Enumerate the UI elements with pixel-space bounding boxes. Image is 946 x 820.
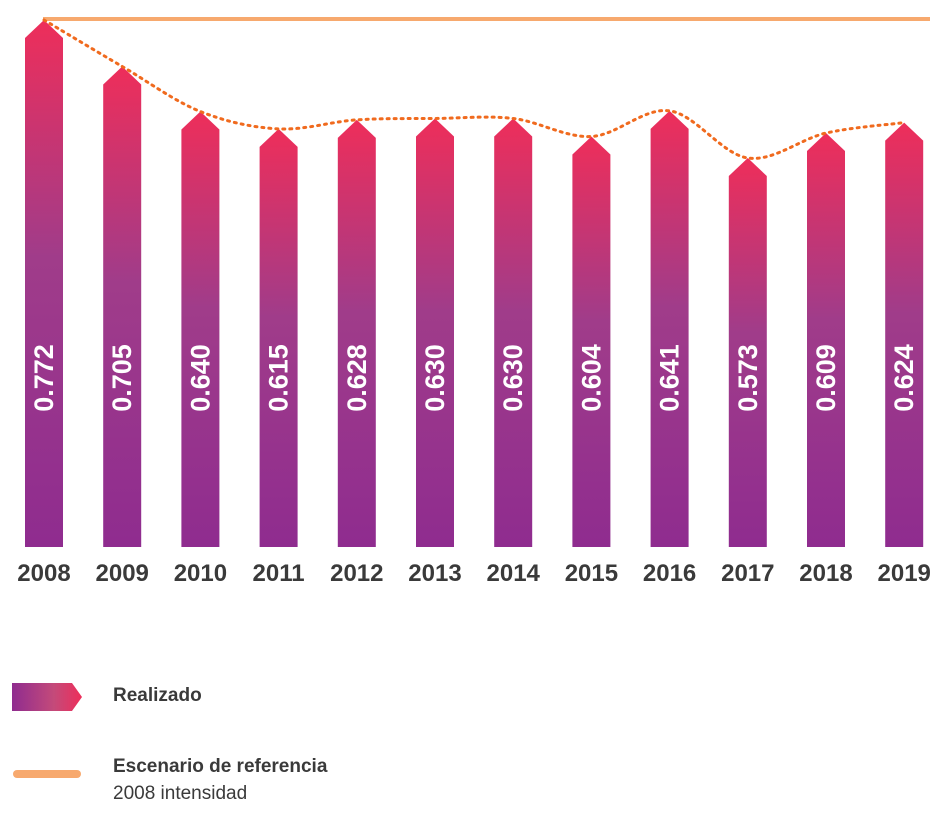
bar-value-label: 0.604	[576, 344, 606, 412]
x-tick-label: 2016	[643, 560, 696, 587]
bar-value-label: 0.628	[342, 344, 372, 412]
bar-value-label: 0.640	[185, 344, 215, 412]
x-tick-label: 2010	[174, 560, 227, 587]
bar-2017	[728, 158, 767, 547]
bar-value-label: 0.630	[498, 344, 528, 412]
bar-2018	[807, 133, 845, 548]
x-tick-label: 2017	[721, 560, 774, 587]
bar-2008	[25, 20, 63, 547]
bar-2016	[650, 110, 689, 547]
x-tick-label: 2009	[96, 560, 149, 587]
bar-value-label: 0.615	[264, 344, 294, 412]
bar-value-label: 0.624	[889, 344, 919, 412]
bar-value-label: 0.573	[733, 344, 763, 412]
bar-2019	[885, 122, 924, 547]
bar-value-label: 0.705	[107, 344, 137, 412]
bar-2015	[572, 136, 611, 548]
x-tick-label: 2018	[799, 560, 852, 587]
bar-2014	[494, 118, 533, 548]
bar-2009	[103, 66, 142, 547]
x-tick-label: 2011	[253, 560, 305, 587]
legend-realized-swatch	[12, 683, 82, 711]
legend-realized-label: Realizado	[113, 685, 202, 706]
x-tick-label: 2008	[17, 560, 70, 587]
x-tick-label: 2012	[330, 560, 383, 587]
x-tick-label: 2015	[565, 560, 618, 587]
bar-2012	[337, 119, 376, 547]
x-tick-label: 2014	[487, 560, 541, 587]
bar-2013	[416, 118, 454, 548]
bar-value-label: 0.772	[29, 344, 59, 412]
trend-line	[42, 18, 906, 160]
x-tick-label: 2019	[878, 560, 931, 587]
bar-2010	[181, 111, 220, 547]
bar-value-label: 0.609	[811, 344, 841, 412]
legend-reference-label: Escenario de referencia	[113, 756, 328, 777]
bar-value-label: 0.641	[655, 344, 685, 412]
legend-reference-sub: 2008 intensidad	[113, 783, 248, 804]
x-tick-label: 2013	[408, 560, 461, 587]
bar-2011	[259, 128, 298, 547]
bar-chart: 0.772 2008 0.705 2009 0.640 2010 0.615 2011 0.62…	[17, 17, 931, 587]
legend-reference-swatch	[13, 770, 81, 778]
bar-value-label: 0.630	[420, 344, 450, 412]
